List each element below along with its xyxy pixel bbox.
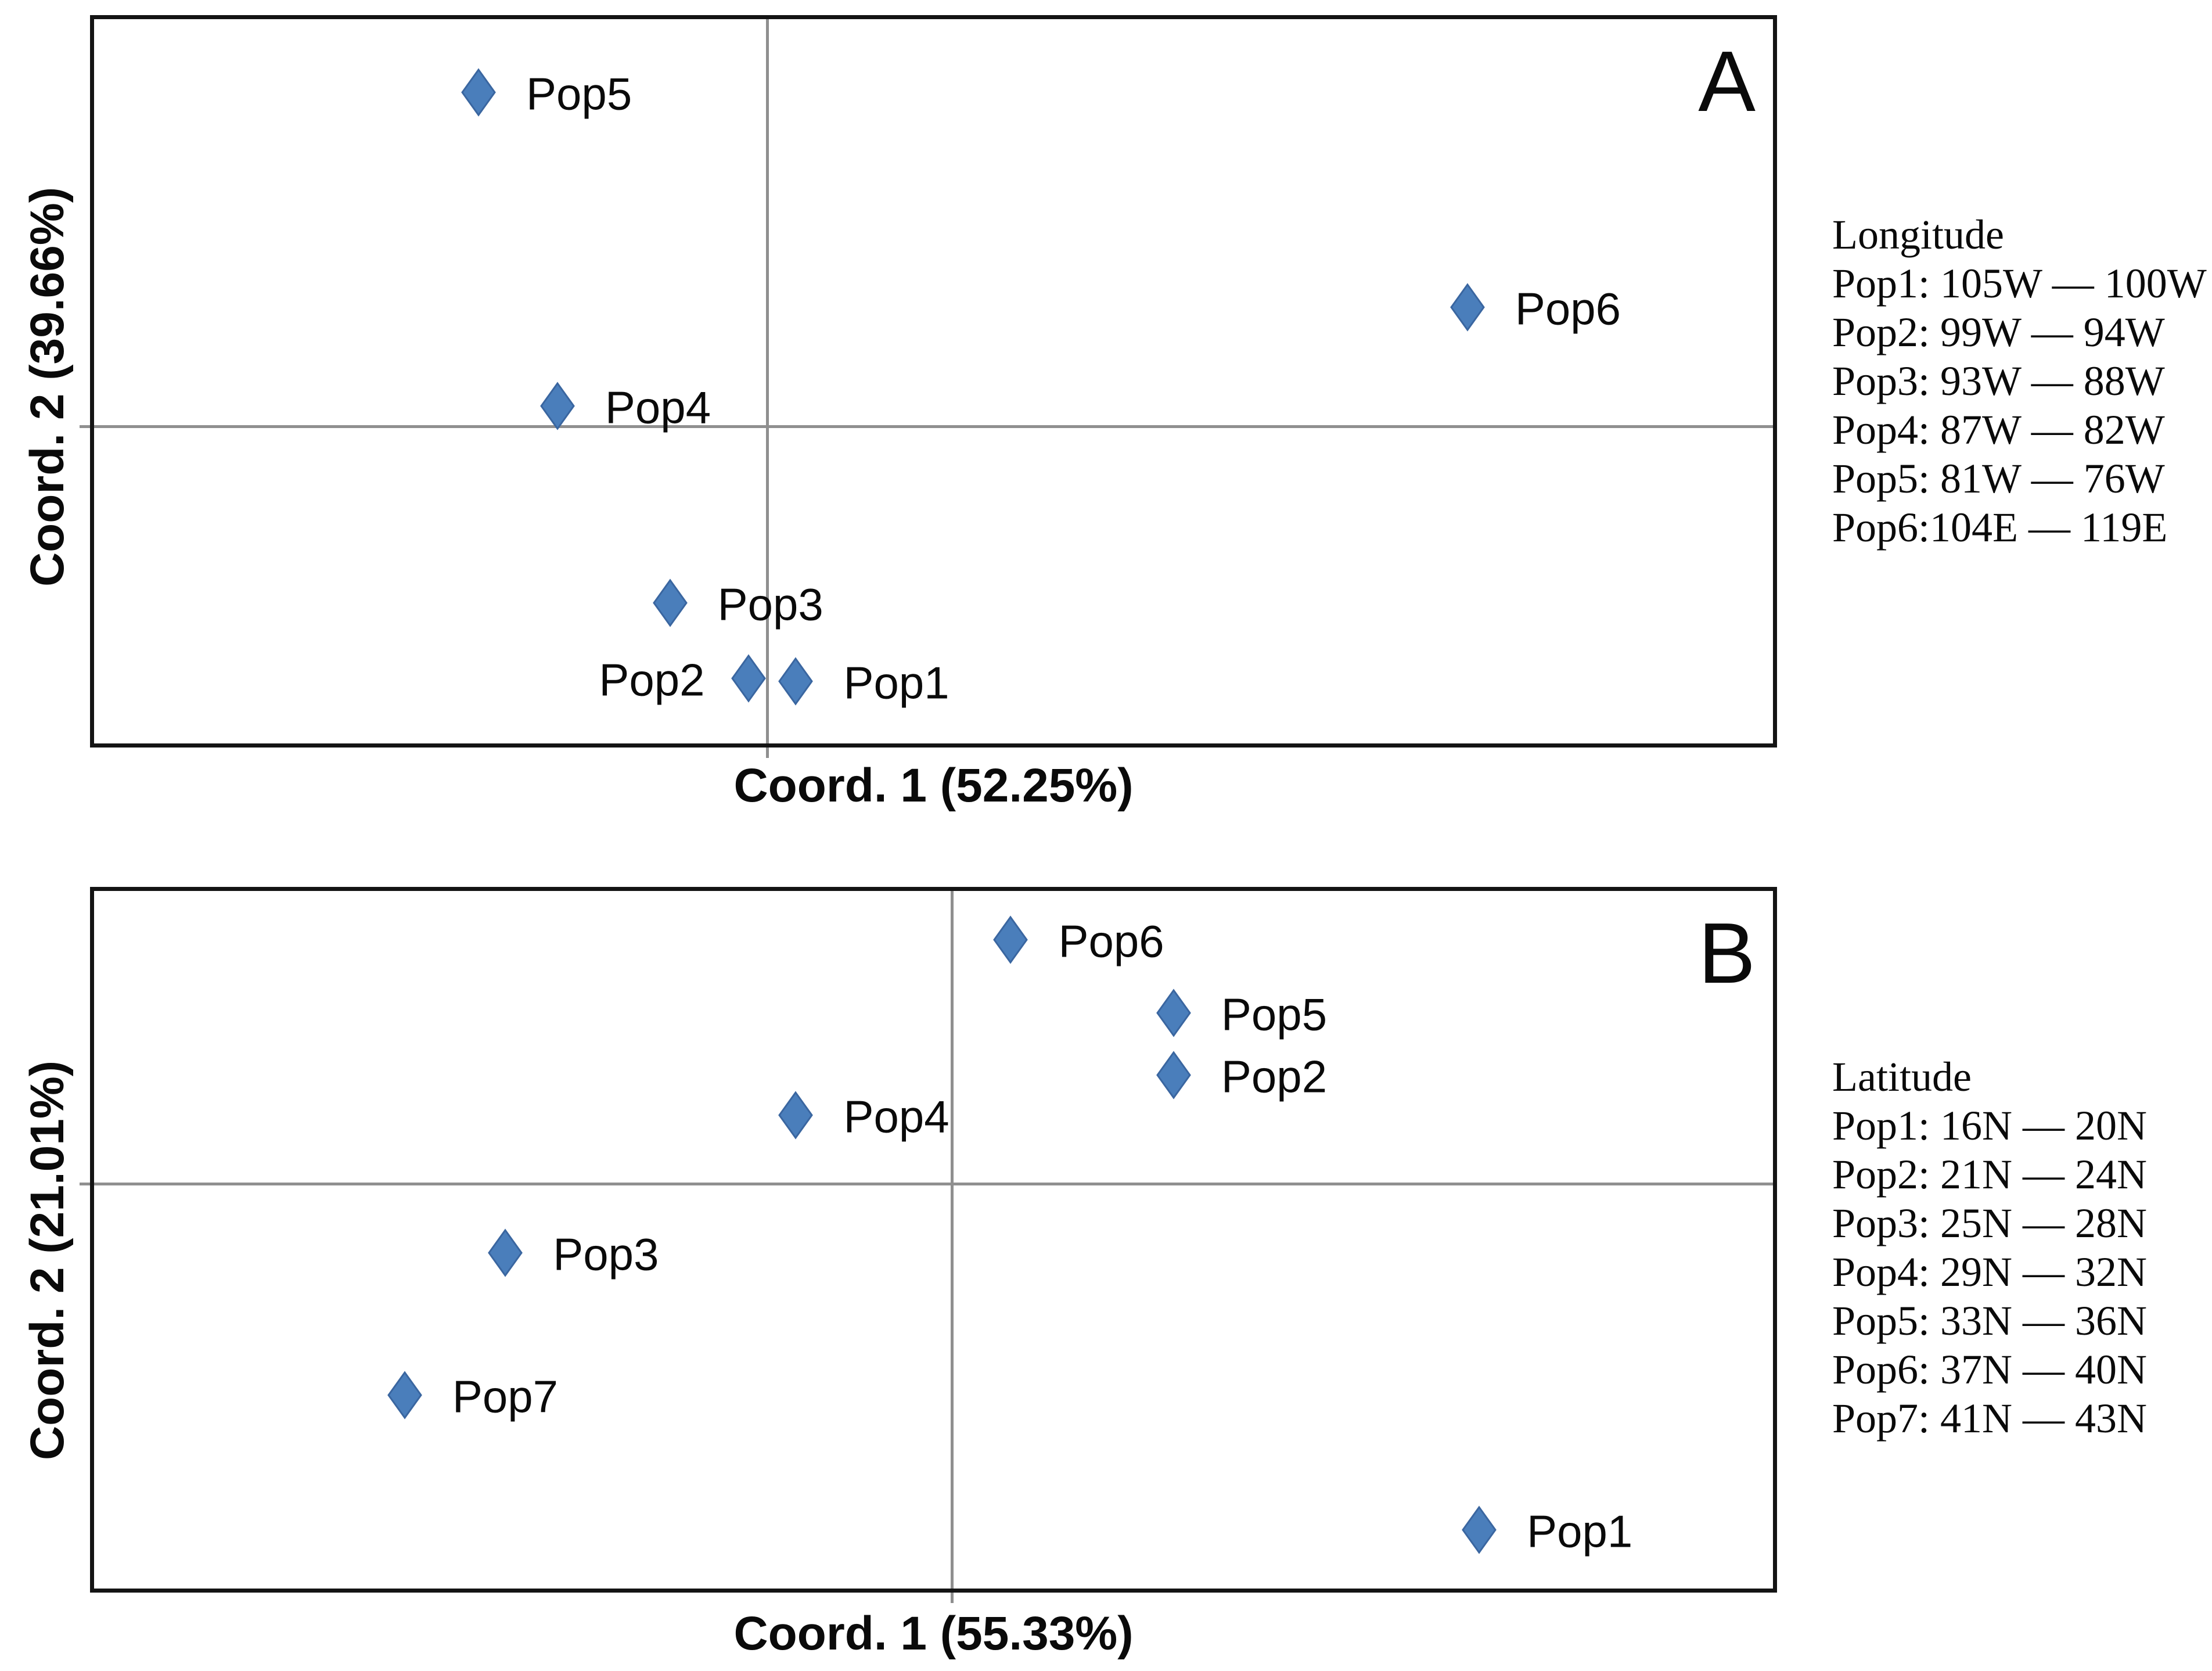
point-label-pop1: Pop1 (843, 657, 949, 709)
panel-letter-b: B (1698, 905, 1756, 1001)
point-label-pop5: Pop5 (526, 68, 632, 120)
legend-entry: Pop1: 105W — 100W (1832, 260, 2207, 307)
legend-entry: Pop6: 37N — 40N (1832, 1346, 2148, 1393)
point-label-pop4: Pop4 (843, 1091, 949, 1142)
y-axis-tick (80, 425, 90, 428)
y-axis-tick (80, 1183, 90, 1186)
legend-entries: Pop1: 16N — 20N Pop2: 21N — 24N Pop3: 25N … (1832, 1101, 2147, 1443)
diamond-marker-icon (652, 578, 688, 627)
legend-entry: Pop3: 93W — 88W (1832, 358, 2165, 404)
horizontal-gridline (94, 425, 1773, 428)
point-label-pop3: Pop3 (553, 1228, 659, 1280)
point-label-pop7: Pop7 (452, 1371, 558, 1422)
legend-entry: Pop6:104E — 119E (1832, 504, 2168, 551)
diamond-marker-icon (488, 1228, 523, 1277)
diamond-marker-icon (1156, 989, 1191, 1037)
legend-title: Longitude (1832, 211, 2004, 258)
diamond-marker-icon (540, 382, 575, 430)
legend-entry: Pop2: 99W — 94W (1832, 309, 2165, 355)
diamond-marker-icon (1462, 1505, 1497, 1554)
diamond-marker-icon (778, 657, 814, 706)
x-axis-tick (951, 1593, 954, 1603)
legend-title: Latitude (1832, 1054, 1972, 1100)
legend-entry: Pop1: 16N — 20N (1832, 1102, 2148, 1149)
legend-entry: Pop3: 25N — 28N (1832, 1200, 2148, 1246)
point-label-pop2: Pop2 (599, 654, 705, 706)
legend-entry: Pop2: 21N — 24N (1832, 1151, 2148, 1198)
diamond-marker-icon (1156, 1051, 1191, 1099)
point-label-pop6: Pop6 (1058, 915, 1164, 967)
plot-area-b: B Pop1 Pop2 Pop3 Pop4 Pop5 Pop6 Pop7 (80, 887, 1777, 1603)
legend-latitude: Latitude Pop1: 16N — 20N Pop2: 21N — 24N P… (1832, 1052, 2147, 1443)
x-axis-label: Coord. 1 (52.25%) (733, 759, 1134, 812)
x-axis-tick (766, 748, 769, 758)
point-label-pop5: Pop5 (1221, 989, 1328, 1040)
y-axis-label: Coord. 2 (21.01%) (21, 1060, 74, 1461)
diamond-marker-icon (461, 68, 496, 117)
vertical-gridline (951, 891, 954, 1589)
point-label-pop1: Pop1 (1527, 1505, 1633, 1557)
x-axis-label: Coord. 1 (55.33%) (733, 1607, 1134, 1660)
point-label-pop2: Pop2 (1221, 1051, 1328, 1102)
diamond-marker-icon (778, 1090, 814, 1140)
point-label-pop4: Pop4 (605, 382, 711, 433)
diamond-marker-icon (387, 1371, 422, 1420)
legend-entries: Pop1: 105W — 100W Pop2: 99W — 94W Pop3: 93… (1832, 259, 2207, 552)
horizontal-gridline (94, 1183, 1773, 1186)
legend-longitude: Longitude Pop1: 105W — 100W Pop2: 99W — 9… (1832, 210, 2207, 552)
diamond-marker-icon (1450, 283, 1485, 332)
diamond-marker-icon (731, 654, 767, 703)
legend-entry: Pop4: 87W — 82W (1832, 407, 2165, 453)
legend-entry: Pop7: 41N — 43N (1832, 1395, 2148, 1442)
point-label-pop6: Pop6 (1515, 283, 1621, 335)
legend-entry: Pop4: 29N — 32N (1832, 1249, 2148, 1295)
panel-letter-a: A (1698, 34, 1756, 130)
point-label-pop3: Pop3 (717, 578, 823, 630)
y-axis-label: Coord. 2 (39.66%) (21, 186, 74, 587)
diamond-marker-icon (993, 915, 1028, 964)
legend-entry: Pop5: 81W — 76W (1832, 455, 2165, 502)
vertical-gridline (766, 19, 769, 743)
plot-area-a: A Pop1 Pop2 Pop3 Pop4 Pop5 Pop6 (80, 15, 1777, 758)
legend-entry: Pop5: 33N — 36N (1832, 1298, 2148, 1344)
